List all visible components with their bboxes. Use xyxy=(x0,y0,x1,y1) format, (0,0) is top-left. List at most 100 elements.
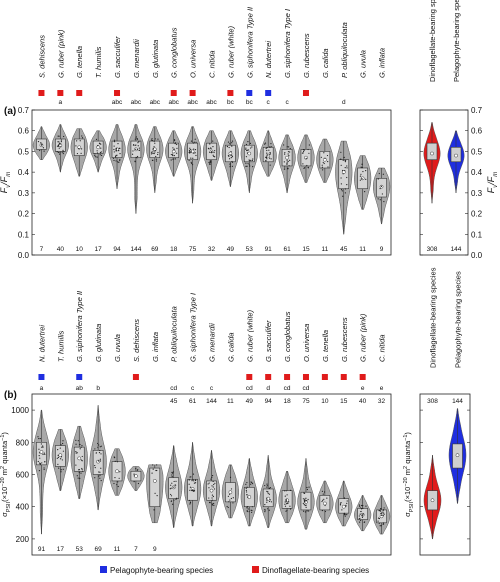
species-g-rubescens-point xyxy=(339,503,342,505)
species-s-dehiscens-point xyxy=(137,482,140,485)
species-g-menardii-letter: abc xyxy=(131,99,142,106)
species-o-universa-point xyxy=(303,492,306,494)
y-axis-title-right-part: (×10 xyxy=(403,487,412,502)
species-g-inflata-point xyxy=(151,472,153,474)
species-n-dutertrei-n: 91 xyxy=(265,246,273,253)
species-g-tenella-point xyxy=(321,500,323,503)
species-c-nitida-point xyxy=(210,161,212,163)
species-c-nitida-point xyxy=(209,160,211,162)
species-g-conglobatus-point xyxy=(289,505,291,507)
species-g-menardii-point xyxy=(213,504,215,506)
species-g-menardii-point xyxy=(134,161,136,163)
species-n-dutertrei-point xyxy=(270,143,272,145)
species-n-dutertrei-point xyxy=(41,446,43,448)
species-n-dutertrei-point xyxy=(39,437,41,440)
y-axis-title-right: Fv/Fm xyxy=(486,172,499,194)
species-g-glutinata-point xyxy=(99,477,101,479)
species-g-calida-point xyxy=(320,156,322,158)
species-g-rubescens-symbiont-marker xyxy=(302,90,309,96)
species-g-glutinata-point xyxy=(153,152,155,155)
y-tick-label: 0.5 xyxy=(18,147,30,156)
species-g-ruber-pink-n: 40 xyxy=(359,398,367,405)
species-g-rubescens-point xyxy=(346,502,348,504)
species-g-sacculifer-point xyxy=(115,149,118,151)
species-t-humilis-point xyxy=(60,456,63,458)
species-s-dehiscens-point xyxy=(42,147,45,149)
species-g-siphonifera-type-i-point xyxy=(188,479,190,481)
species-p-obliquiloculata-point xyxy=(170,493,172,496)
species-g-conglobatus-point xyxy=(287,502,289,504)
species-g-sacculifer-point xyxy=(113,145,115,147)
species-g-conglobatus-point xyxy=(172,154,174,157)
species-c-nitida-point xyxy=(380,512,382,515)
species-g-inflata-point xyxy=(378,172,380,175)
species-g-sacculifer-point xyxy=(266,497,268,499)
species-p-obliquiloculata-point xyxy=(172,471,175,473)
species-g-rubescens-point xyxy=(302,163,304,165)
species-o-universa-point xyxy=(307,498,309,501)
species-g-ruber-white-letter: bc xyxy=(227,99,235,106)
species-g-uvula-point xyxy=(359,179,361,181)
species-s-dehiscens-point xyxy=(133,475,135,477)
group-pelagophyte-bearing-species-n: 144 xyxy=(452,398,463,405)
species-g-siphonifera-type-ii-point xyxy=(75,443,77,445)
species-c-nitida-point xyxy=(382,509,385,511)
species-g-siphonifera-type-ii-point xyxy=(76,452,78,454)
species-n-dutertrei-point xyxy=(38,437,40,440)
species-o-universa-point xyxy=(190,140,193,142)
species-t-humilis-point xyxy=(56,457,58,459)
species-c-nitida-point xyxy=(213,155,215,158)
species-s-dehiscens-n: 7 xyxy=(134,546,138,553)
species-g-inflata-point xyxy=(377,198,379,200)
species-c-nitida-point xyxy=(381,514,383,516)
species-g-ruber-pink-point xyxy=(63,135,65,138)
species-g-glutinata-point xyxy=(97,446,99,448)
species-g-ruber-pink-point xyxy=(361,516,364,518)
species-g-glutinata-point xyxy=(95,452,97,454)
species-g-siphonifera-type-i-point xyxy=(192,489,194,491)
species-g-conglobatus-point xyxy=(285,510,287,512)
species-g-glutinata-n: 69 xyxy=(151,246,159,253)
species-n-dutertrei-label: N. dutertrei xyxy=(264,41,273,78)
species-g-calida-point xyxy=(322,169,324,171)
species-t-humilis-point xyxy=(97,144,99,147)
species-g-sacculifer-point xyxy=(119,147,121,149)
y-axis-title-right: σPSII(×10−20 m2 quanta−1) xyxy=(403,432,415,517)
species-o-universa-point xyxy=(194,138,196,140)
species-g-sacculifer-point xyxy=(115,150,117,152)
species-p-obliquiloculata-point xyxy=(173,499,175,501)
species-g-ruber-white-point xyxy=(245,491,248,493)
species-g-tenella-symbiont-marker xyxy=(76,90,83,96)
species-g-conglobatus-n: 18 xyxy=(283,398,291,405)
species-n-dutertrei-point xyxy=(269,146,271,148)
species-g-glutinata-point xyxy=(100,467,102,469)
species-p-obliquiloculata-n: 45 xyxy=(340,246,348,253)
species-g-rubescens-label: G. rubescens xyxy=(340,317,349,362)
y-axis-title-left: σPSII(×10−20 m2 quanta−1) xyxy=(0,432,12,517)
species-g-siphonifera-type-i-point xyxy=(189,503,191,505)
species-g-siphonifera-type-ii-point xyxy=(245,147,247,149)
species-g-menardii-point xyxy=(212,486,214,488)
species-g-glutinata-point xyxy=(152,159,154,161)
species-c-nitida-n: 32 xyxy=(378,398,386,405)
species-o-universa-point xyxy=(190,157,192,159)
y-axis-title-left-part: F xyxy=(0,176,9,182)
species-o-universa-point xyxy=(302,498,304,500)
species-g-ruber-pink-n: 40 xyxy=(57,246,65,253)
species-s-dehiscens-point xyxy=(37,140,40,143)
y-axis-title-left-part: v xyxy=(6,184,12,188)
species-g-siphonifera-type-i-point xyxy=(287,160,289,163)
species-g-uvula-point xyxy=(360,173,362,175)
panel-label: (a) xyxy=(4,106,16,117)
species-g-siphonifera-type-i-point xyxy=(193,480,195,482)
species-c-nitida-point xyxy=(211,150,213,153)
species-g-calida-point xyxy=(230,497,232,500)
species-t-humilis-point xyxy=(60,471,62,473)
species-g-calida-point xyxy=(232,497,234,499)
species-g-glutinata-point xyxy=(98,471,100,473)
species-g-conglobatus-point xyxy=(284,503,286,505)
species-t-humilis-point xyxy=(62,440,64,442)
species-s-dehiscens-label: S. dehiscens xyxy=(37,35,46,78)
species-g-conglobatus-letter: abc xyxy=(168,99,179,106)
species-c-nitida-point xyxy=(382,515,384,517)
